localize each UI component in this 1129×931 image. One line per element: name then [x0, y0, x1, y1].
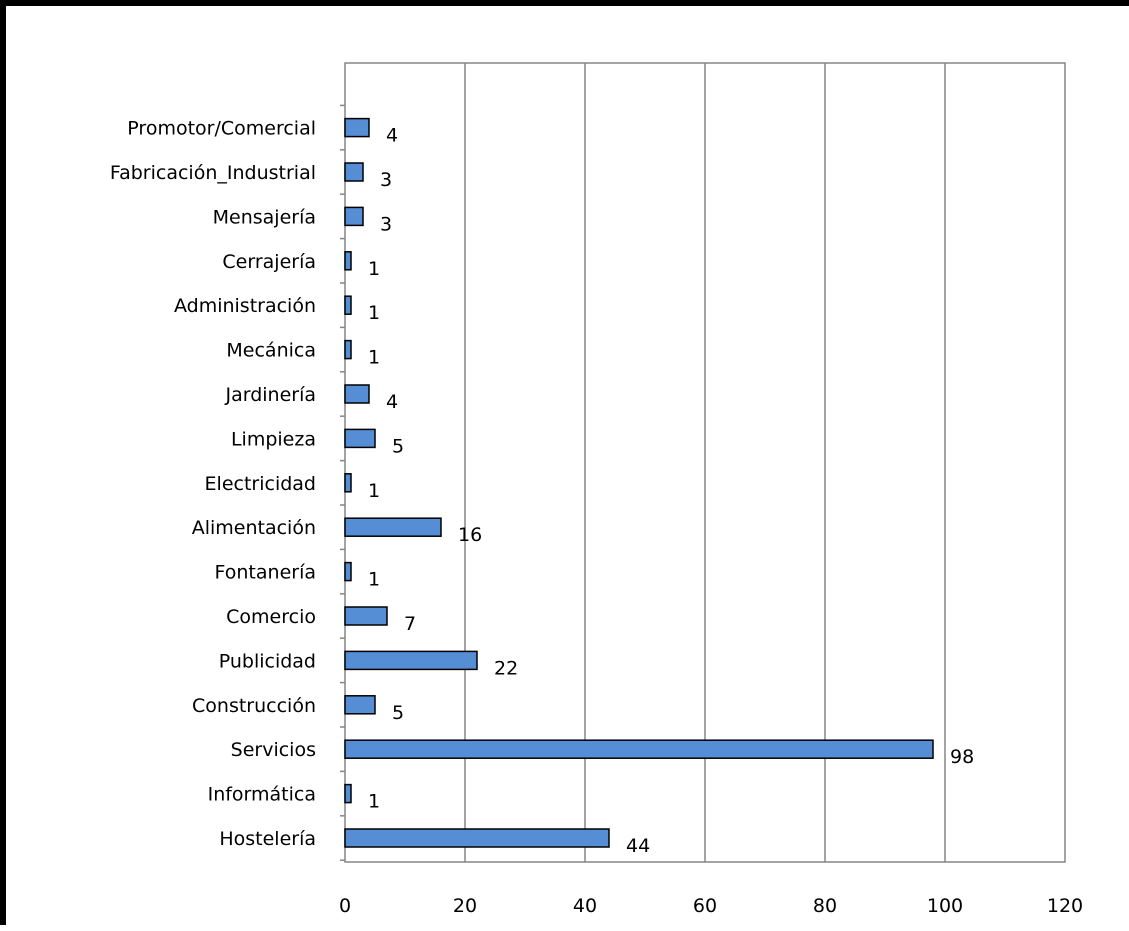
- x-tick-label: 20: [453, 895, 477, 917]
- bar: [344, 606, 388, 626]
- x-tick-label: 0: [339, 895, 351, 917]
- data-label: 1: [368, 258, 380, 280]
- category-label: Publicidad: [219, 650, 316, 672]
- bar: [344, 295, 352, 315]
- bar-chart: Hostelería Informática Servicios Construcci…: [110, 62, 1083, 917]
- bar: [344, 473, 352, 493]
- data-label: 98: [950, 746, 974, 768]
- category-label: Limpieza: [231, 428, 316, 450]
- category-label: Fontanería: [215, 562, 316, 584]
- bar: [344, 695, 376, 715]
- category-label: Mensajería: [213, 206, 316, 228]
- category-label: Administración: [174, 295, 316, 317]
- category-label: Jardinería: [224, 384, 316, 406]
- data-label: 4: [386, 125, 398, 147]
- bars: [344, 117, 934, 848]
- data-label: 1: [368, 480, 380, 502]
- category-label: Hostelería: [219, 828, 316, 850]
- x-tick-label: 60: [693, 895, 717, 917]
- bar: [344, 162, 364, 182]
- category-label: Comercio: [226, 606, 316, 628]
- data-label: 44: [626, 835, 650, 857]
- x-tick-label: 80: [813, 895, 837, 917]
- category-label: Promotor/Comercial: [127, 118, 316, 140]
- category-label: Alimentación: [192, 517, 316, 539]
- bar: [344, 828, 610, 848]
- bar: [344, 783, 352, 804]
- bar: [344, 384, 370, 404]
- data-label: 16: [458, 524, 482, 546]
- category-label: Construcción: [192, 695, 316, 717]
- x-tick-label: 120: [1047, 895, 1083, 917]
- data-label: 22: [494, 657, 518, 679]
- bar: [344, 517, 442, 537]
- gridlines: [340, 62, 1066, 863]
- data-label: 5: [392, 702, 404, 724]
- data-label: 7: [404, 613, 416, 635]
- data-label: 1: [368, 347, 380, 369]
- bar: [344, 206, 364, 227]
- data-label: 1: [368, 569, 380, 591]
- x-tick-label: 40: [573, 895, 597, 917]
- category-label: Fabricación_Industrial: [110, 162, 316, 184]
- bar: [344, 650, 478, 671]
- category-label: Electricidad: [205, 473, 316, 495]
- data-label: 1: [368, 791, 380, 813]
- bar: [344, 117, 370, 138]
- category-label: Informática: [208, 784, 316, 806]
- category-labels: Hostelería Informática Servicios Construcci…: [110, 118, 316, 850]
- bar: [344, 561, 352, 582]
- data-label: 4: [386, 391, 398, 413]
- bar: [344, 339, 352, 360]
- data-label: 3: [380, 213, 392, 235]
- data-label: 1: [368, 302, 380, 324]
- category-label: Cerrajería: [222, 251, 316, 273]
- category-label: Servicios: [231, 739, 316, 761]
- bar: [344, 251, 352, 271]
- data-label: 3: [380, 169, 392, 191]
- category-label: Mecánica: [226, 340, 316, 362]
- x-axis-tick-labels: 0 20 40 60 80 100 120: [339, 895, 1083, 917]
- data-label: 5: [392, 435, 404, 457]
- bar: [344, 739, 934, 759]
- bar: [344, 428, 376, 449]
- x-tick-label: 100: [927, 895, 963, 917]
